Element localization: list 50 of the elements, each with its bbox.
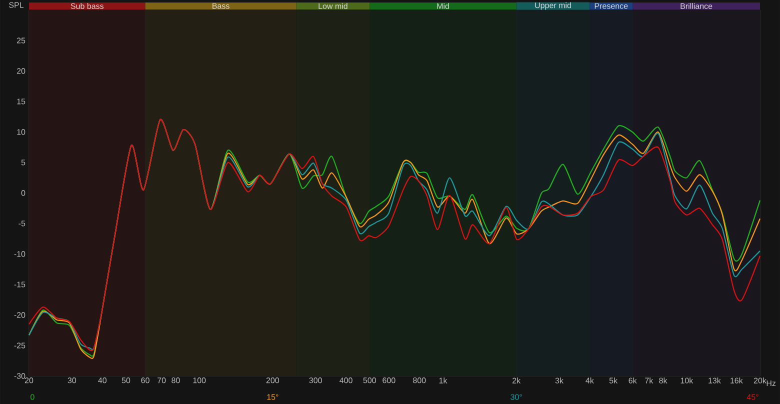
y-tick-label: 15: [17, 98, 26, 104]
text: 45°: [746, 394, 758, 400]
x-tick-label: 50: [122, 378, 130, 384]
y-tick-label: -30: [14, 373, 26, 379]
x-tick-label: 80: [172, 378, 180, 384]
x-tick-label: 3k: [555, 378, 564, 384]
x-tick-label: 5k: [609, 378, 618, 384]
y-tick-label: 5: [21, 160, 26, 166]
y-axis-title: SPL: [9, 2, 24, 8]
x-tick-label: 7k: [645, 378, 654, 384]
y-tick-label: -20: [14, 312, 26, 318]
x-tick-label: 16k: [730, 378, 743, 384]
x-tick-label: 20k: [754, 378, 766, 384]
x-tick-label: 30: [68, 378, 76, 384]
band-label: Presence: [594, 3, 628, 9]
x-tick-label: 500: [363, 378, 376, 384]
x-axis-title: Hz: [766, 380, 776, 386]
x-tick-label: 6k: [628, 378, 637, 384]
band-label: Upper mid: [535, 2, 571, 10]
x-tick-label: 4k: [586, 378, 594, 384]
text: 0: [30, 394, 34, 400]
text: 30°: [510, 394, 522, 400]
y-tick-label: -5: [18, 220, 26, 226]
y-tick-label: 0: [21, 190, 26, 196]
y-tick-label: 20: [16, 68, 26, 74]
x-tick-label: 60: [141, 378, 150, 384]
x-tick-label: 70: [158, 378, 166, 384]
band-label: Mid: [437, 3, 449, 9]
x-tick-label: 13k: [708, 378, 721, 384]
x-tick-label: 200: [266, 378, 280, 384]
x-tick-label: 100: [193, 378, 206, 384]
x-tick-label: 1k: [439, 378, 448, 384]
y-tick-label: -15: [14, 282, 26, 288]
x-tick-label: 2k: [512, 378, 521, 384]
y-tick-label: -10: [14, 251, 26, 257]
y-tick-label: 25: [16, 38, 26, 44]
x-tick-label: 400: [340, 378, 352, 384]
x-tick-label: 8k: [659, 378, 668, 384]
y-tick-label: -25: [14, 342, 26, 348]
x-tick-label: 10k: [680, 378, 694, 384]
band-label: Bass: [212, 3, 230, 9]
x-tick-label: 600: [382, 378, 396, 384]
x-tick-label: 800: [413, 378, 426, 384]
text: 15°: [267, 394, 278, 400]
band-label: Low mid: [318, 3, 348, 9]
y-tick-label: 10: [17, 129, 26, 135]
band-label: Brilliance: [680, 3, 712, 9]
x-tick-label: 40: [98, 378, 107, 384]
band-label: Sub bass: [70, 3, 104, 9]
x-tick-label: 300: [309, 378, 322, 384]
